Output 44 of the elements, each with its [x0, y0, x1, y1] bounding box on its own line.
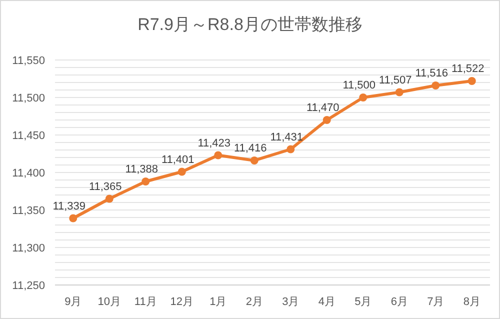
point — [322, 116, 331, 124]
text: 11,416 — [234, 142, 267, 154]
point — [432, 82, 440, 90]
x-tick-label: 3月 — [282, 296, 300, 308]
x-tick-label: 6月 — [390, 296, 408, 308]
x-tick-label: 11月 — [134, 296, 157, 308]
y-tick-label: 11,500 — [12, 92, 45, 104]
y-tick-label: 11,450 — [12, 130, 45, 142]
x-tick-label: 12月 — [170, 296, 194, 308]
point — [105, 194, 114, 203]
y-tick-label: 11,250 — [12, 280, 45, 292]
text: 11,388 — [125, 164, 158, 176]
y-tick-label: 11,400 — [12, 168, 45, 180]
point — [395, 88, 404, 96]
point — [214, 151, 222, 160]
text: 11,423 — [198, 137, 231, 150]
x-tick-label: 7月 — [427, 296, 444, 308]
text: 11,339 — [52, 200, 86, 212]
y-tick-label: 11,300 — [12, 242, 45, 254]
y-tick-label: 11,550 — [12, 55, 45, 67]
text: 11,500 — [342, 80, 376, 92]
text: 11,507 — [378, 74, 412, 86]
text: 11,401 — [161, 154, 194, 166]
x-tick-label: 2月 — [246, 296, 263, 308]
x-tick-label: 10月 — [98, 296, 121, 308]
point — [359, 94, 368, 102]
point — [286, 145, 295, 154]
text: 11,365 — [88, 180, 122, 193]
x-tick-label: 5月 — [354, 296, 372, 308]
x-tick-label: 9月 — [64, 296, 82, 308]
point — [250, 156, 258, 164]
point — [178, 168, 186, 176]
title: R7.9月～R8.8月の世帯数推移 — [138, 15, 362, 34]
point — [142, 178, 150, 186]
text: 11,431 — [270, 131, 304, 144]
x-tick-label: 8月 — [463, 296, 480, 308]
point — [69, 214, 78, 222]
y-tick-label: 11,350 — [12, 205, 45, 217]
text: 11,470 — [306, 102, 340, 114]
text: 11,516 — [415, 68, 448, 80]
x-tick-label: 4月 — [318, 296, 336, 308]
point — [468, 77, 476, 85]
x-tick-label: 1月 — [210, 296, 227, 308]
text: 11,522 — [451, 63, 484, 75]
